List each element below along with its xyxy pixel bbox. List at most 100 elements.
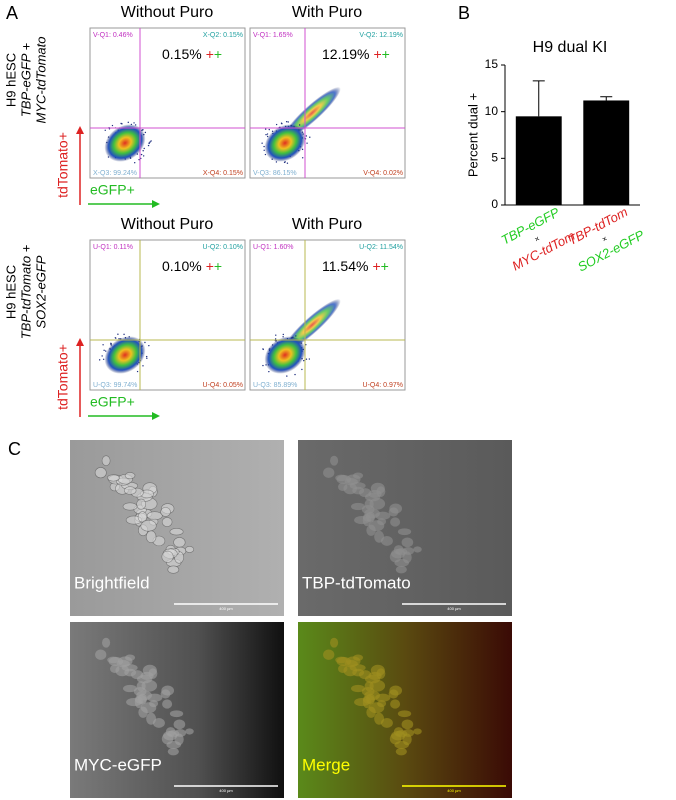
cell: [138, 693, 148, 705]
event-dot: [306, 142, 308, 144]
event-dot: [301, 368, 303, 371]
event-dot: [263, 145, 265, 148]
cell: [366, 511, 376, 523]
event-dot: [105, 350, 107, 352]
event-dot: [309, 136, 311, 138]
cell: [354, 697, 370, 707]
cell: [125, 654, 136, 661]
event-dot: [148, 142, 150, 145]
cell: [368, 702, 385, 714]
cell: [185, 728, 194, 735]
cell: [368, 489, 382, 498]
cell: [380, 536, 393, 546]
cell: [140, 702, 157, 714]
arrow-head: [76, 338, 84, 346]
cell: [152, 718, 165, 728]
event-dot: [148, 344, 150, 347]
cell: [123, 684, 138, 693]
quadrant-label: V-Q1: 0.46%: [93, 32, 133, 39]
plot-title: With Puro: [292, 4, 362, 21]
x-axis-label: eGFP+: [90, 394, 135, 410]
scale-bar-label: 400 µm: [219, 606, 233, 611]
panel-label: C: [8, 439, 21, 459]
event-dot: [98, 359, 101, 361]
event-dot: [140, 153, 143, 156]
cell: [389, 551, 402, 563]
event-cloud: [264, 124, 306, 162]
cell: [167, 747, 179, 756]
cell: [368, 520, 385, 532]
cell: [140, 671, 154, 680]
cell: [323, 467, 335, 478]
event-dot: [287, 121, 289, 123]
percent-value: 0.15%: [162, 46, 202, 62]
micrograph: [298, 622, 512, 798]
event-dot: [308, 358, 311, 360]
event-dot: [305, 358, 308, 360]
event-dot: [143, 147, 145, 150]
cell: [397, 710, 412, 718]
cell: [161, 550, 174, 563]
event-dot: [150, 140, 152, 142]
plot-frame: [89, 27, 246, 179]
cell: [375, 511, 391, 520]
cell: [161, 733, 174, 745]
category-sep: ×: [533, 234, 542, 244]
cell: [335, 656, 348, 664]
cell: [335, 474, 348, 482]
cell: [101, 455, 111, 466]
event-dot: [298, 124, 301, 126]
percent-value: 11.54%: [322, 258, 368, 274]
cell: [162, 699, 173, 709]
quadrant-label: X-Q3: 99.24%: [93, 170, 137, 177]
cell: [330, 455, 339, 466]
event-dot: [149, 141, 151, 143]
scale-bar-label: 400 µm: [219, 788, 233, 793]
image-caption: Brightfield: [74, 573, 150, 592]
event-dot: [286, 162, 289, 164]
cell: [366, 693, 376, 705]
event-dot: [261, 142, 263, 144]
cell: [106, 474, 120, 482]
image-caption: Merge: [302, 755, 350, 774]
cell: [160, 507, 171, 517]
event-dot: [133, 122, 135, 124]
cell: [364, 499, 374, 510]
cell: [395, 565, 407, 574]
event-dot: [114, 337, 117, 339]
event-dot: [280, 122, 283, 124]
event-dot: [275, 123, 278, 126]
event-dot: [120, 122, 122, 125]
event-dot: [301, 157, 304, 159]
cell-line-label: TBP-tdTomato +: [18, 244, 33, 339]
plot-title: Without Puro: [121, 4, 214, 21]
event-dot: [142, 365, 144, 367]
cell: [167, 565, 180, 574]
cell: [397, 528, 412, 536]
event-dot: [275, 334, 277, 336]
cell: [395, 747, 407, 756]
quadrant-label: U-Q2: 0.10%: [203, 244, 243, 251]
scale-bar-label: 400 µm: [447, 788, 461, 793]
event-dot: [268, 370, 270, 373]
cell: [330, 637, 339, 648]
event-dot: [144, 131, 147, 134]
cell: [375, 693, 391, 702]
y-axis-label: tdTomato+: [55, 344, 71, 410]
category-sep: ×: [600, 234, 609, 244]
cell-line-label: H9 hESC: [3, 53, 18, 107]
plus-mark: +: [206, 46, 214, 62]
cell: [169, 528, 184, 536]
event-dot: [104, 129, 106, 131]
cell: [351, 502, 366, 511]
event-dot: [294, 373, 296, 376]
gate-percent: 0.15% ++: [162, 46, 222, 62]
event-cloud: [264, 336, 306, 374]
cell: [124, 472, 136, 480]
arrow-head: [152, 200, 160, 208]
event-dot: [305, 135, 308, 137]
event-dot: [134, 162, 136, 164]
cell: [122, 502, 138, 511]
y-tick-label: 5: [491, 151, 498, 165]
